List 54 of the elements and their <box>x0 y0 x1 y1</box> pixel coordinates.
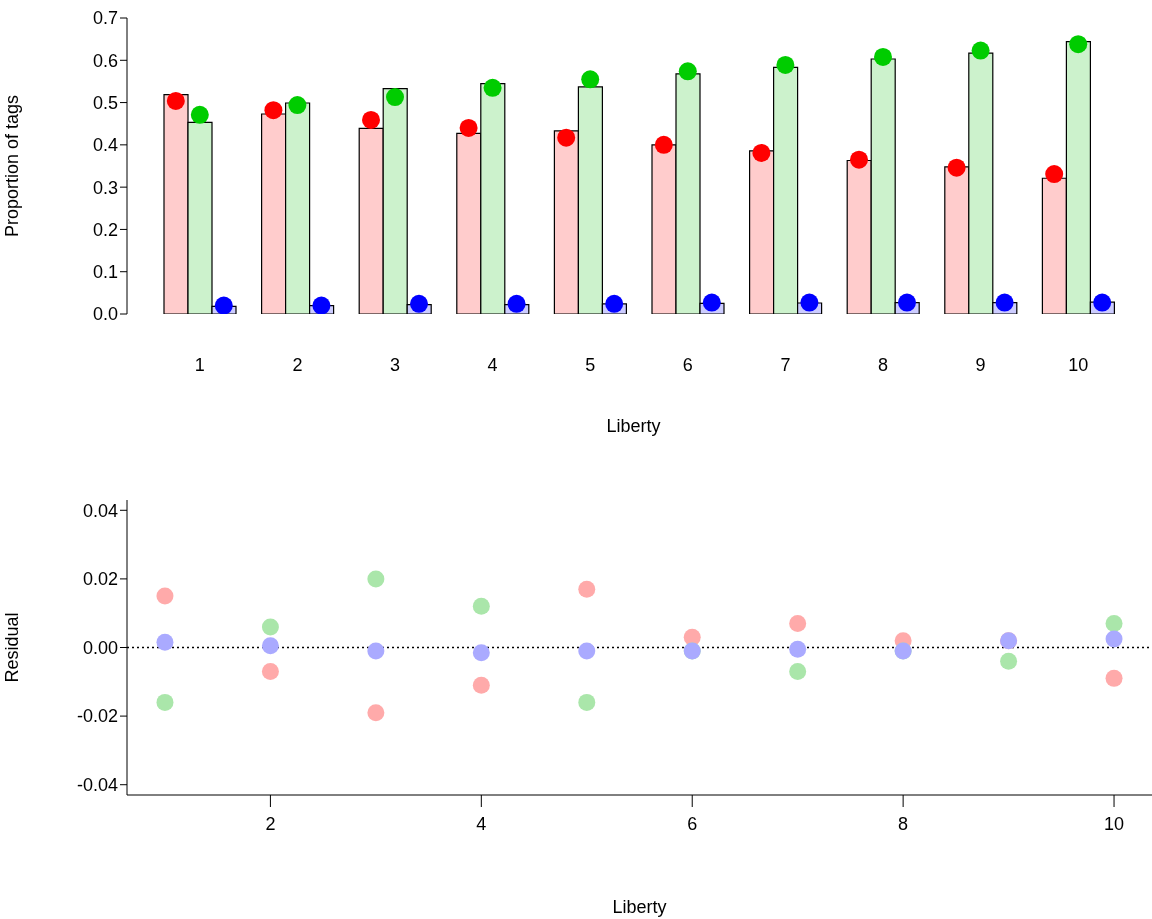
x-tick-label: 1 <box>194 354 205 375</box>
y-tick-label: 0.5 <box>92 92 118 113</box>
y-tick-label: 0.2 <box>92 219 118 240</box>
y-tick-label: -0.02 <box>76 706 118 727</box>
point <box>367 642 385 660</box>
point <box>261 618 279 636</box>
point <box>789 640 807 658</box>
y-tick-label: 0.02 <box>82 569 118 590</box>
point <box>367 704 385 722</box>
x-tick-label: 5 <box>585 354 596 375</box>
point <box>472 597 490 615</box>
point <box>1000 652 1018 670</box>
x-tick-label: 4 <box>476 813 487 834</box>
point <box>472 676 490 694</box>
y-tick-label: 0.7 <box>92 8 118 29</box>
x-tick-label: 9 <box>975 354 986 375</box>
y-tick-label: 0.3 <box>92 177 118 198</box>
x-tick-label: 2 <box>292 354 303 375</box>
y-axis-title: Residual <box>2 612 23 683</box>
x-axis-title: Liberty <box>612 897 667 917</box>
x-tick-label: 4 <box>487 354 498 375</box>
point <box>367 570 385 588</box>
y-tick-label: -0.04 <box>76 775 118 796</box>
point <box>578 642 596 660</box>
x-tick-label: 6 <box>682 354 693 375</box>
y-tick-label: 0.1 <box>92 262 118 283</box>
y-axis-title: Proportion of tags <box>2 94 23 238</box>
point <box>261 663 279 681</box>
x-tick-label: 2 <box>265 813 276 834</box>
y-tick-label: 0.6 <box>92 50 118 71</box>
x-tick-label: 3 <box>389 354 401 375</box>
point <box>472 644 490 662</box>
y-tick-label: 0.00 <box>82 637 118 658</box>
point <box>789 663 807 681</box>
x-tick-label: 7 <box>780 354 791 375</box>
x-axis-title: Liberty <box>606 416 661 436</box>
point <box>1105 669 1123 687</box>
point <box>156 633 174 651</box>
x-tick-label: 8 <box>898 813 909 834</box>
point <box>156 587 174 605</box>
x-tick-label: 6 <box>687 813 698 834</box>
y-tick-label: 0.04 <box>82 500 118 521</box>
point <box>578 580 596 598</box>
x-tick-label: 10 <box>1068 354 1089 375</box>
point <box>156 693 174 711</box>
point <box>789 614 807 632</box>
point <box>578 693 596 711</box>
point <box>261 637 279 655</box>
x-tick-label: 10 <box>1104 813 1125 834</box>
y-tick-label: 0.4 <box>92 135 118 156</box>
point <box>1105 630 1123 648</box>
x-tick-label: 8 <box>877 354 889 375</box>
y-tick-label: 0.0 <box>92 304 118 325</box>
point <box>1105 614 1123 632</box>
